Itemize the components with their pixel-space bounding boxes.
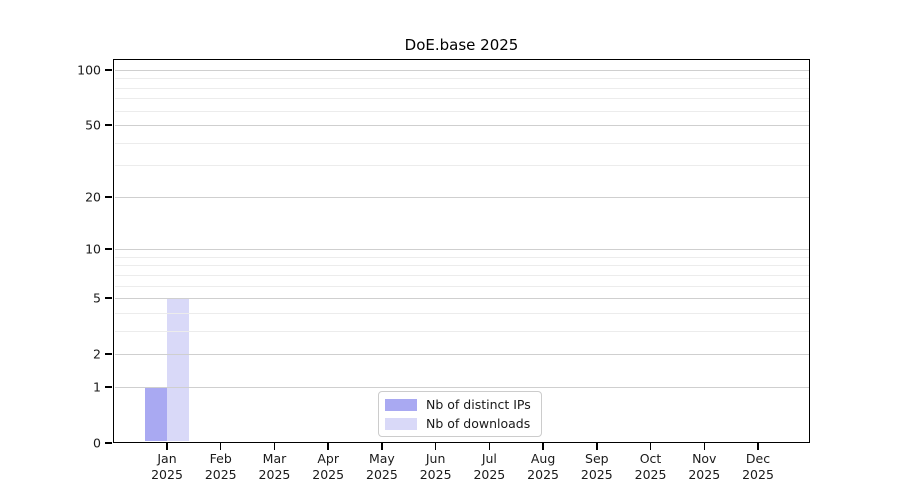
x-axis-tick <box>166 443 168 450</box>
x-axis-tick <box>273 443 276 450</box>
x-axis-tick-label: Feb 2025 <box>204 451 237 482</box>
legend-item-downloads: Nb of downloads <box>385 416 531 431</box>
x-axis-tick-label: Nov 2025 <box>688 451 721 482</box>
x-axis-tick-label: May 2025 <box>366 451 398 482</box>
x-axis-tick-label: Jun 2025 <box>419 451 452 482</box>
x-axis-tick <box>542 443 544 450</box>
y-axis-tick <box>105 196 112 198</box>
y-axis-tick <box>105 353 112 355</box>
x-axis-tick <box>327 443 329 450</box>
bar-downloads-jan <box>167 298 189 442</box>
y-axis-tick-label: 0 <box>93 435 101 451</box>
x-axis-tick-label: Jan 2025 <box>151 451 183 482</box>
y-axis-tick-label: 1 <box>93 379 101 395</box>
y-axis-tick-label: 10 <box>85 241 101 257</box>
x-axis-tick-label: Aug 2025 <box>527 451 559 482</box>
y-axis-tick <box>105 69 112 71</box>
x-axis-tick-label: Mar 2025 <box>258 451 291 482</box>
y-axis-tick-label: 20 <box>85 189 101 205</box>
x-axis-tick-label: Sep 2025 <box>580 451 613 482</box>
y-axis-tick <box>105 248 112 250</box>
legend-item-distinct-ips: Nb of distinct IPs <box>385 397 531 412</box>
x-axis-tick <box>219 443 222 450</box>
y-axis-tick-label: 2 <box>93 346 101 362</box>
y-axis-tick <box>105 442 112 444</box>
x-axis-tick <box>596 443 598 450</box>
x-axis-tick-label: Apr 2025 <box>312 451 345 482</box>
legend: Nb of distinct IPs Nb of downloads <box>378 391 542 437</box>
plot-area <box>113 59 810 443</box>
x-axis-tick <box>757 443 759 450</box>
legend-label-distinct-ips: Nb of distinct IPs <box>426 397 531 412</box>
y-axis-tick-label: 50 <box>85 117 101 133</box>
chart-title: DoE.base 2025 <box>404 36 519 54</box>
y-axis-tick-label: 100 <box>77 62 101 78</box>
legend-swatch-downloads <box>385 417 417 430</box>
x-axis-tick <box>381 443 383 450</box>
x-axis-tick-label: Jul 2025 <box>473 451 506 482</box>
y-axis-tick <box>105 124 112 126</box>
y-axis-tick <box>105 386 112 388</box>
x-axis-tick-label: Dec 2025 <box>742 451 774 482</box>
legend-label-downloads: Nb of downloads <box>426 416 531 431</box>
x-axis-tick <box>488 443 491 450</box>
x-axis-tick <box>703 443 706 450</box>
y-axis-tick-label: 5 <box>93 290 101 306</box>
x-axis-tick <box>649 443 652 450</box>
x-axis-tick <box>434 443 437 450</box>
bar-distinct-ips-jan <box>145 386 167 442</box>
y-axis-tick <box>105 297 112 299</box>
x-axis-tick-label: Oct 2025 <box>634 451 667 482</box>
legend-swatch-distinct-ips <box>385 398 417 411</box>
